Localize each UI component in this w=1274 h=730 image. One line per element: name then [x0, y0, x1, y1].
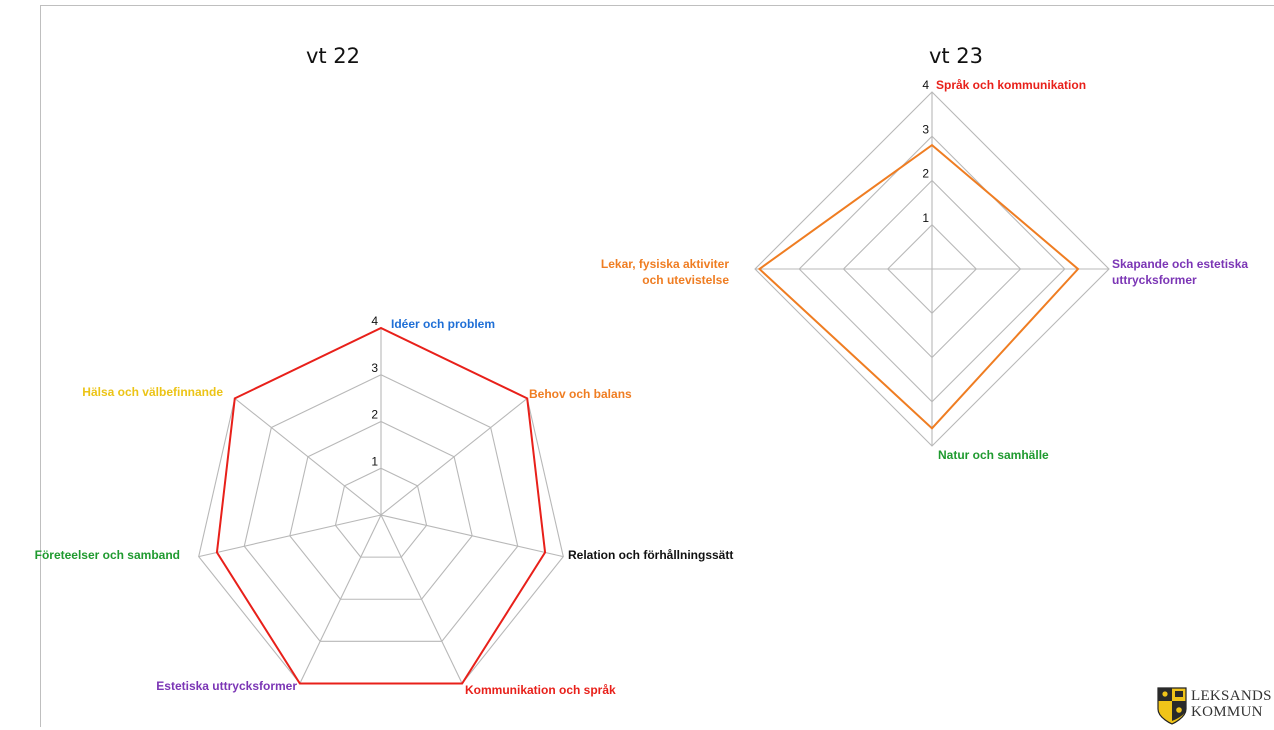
vt22-rtick-4: 4 — [371, 314, 378, 328]
vt23-axis-label-4: Lekar, fysiska aktiviter och utevistelse — [601, 257, 729, 287]
vt22-grid-ring-3 — [243, 374, 519, 642]
vt22-series-line — [215, 326, 547, 685]
vt22-axis-label-6: Företeelser och samband — [35, 548, 180, 562]
logo-line-2: KOMMUN — [1191, 704, 1263, 720]
vt22-spoke-5 — [299, 514, 382, 684]
vt23-series-line — [757, 143, 1080, 430]
vt22-spoke-3 — [380, 514, 564, 558]
vt22-axis-label-4: Kommunikation och språk — [465, 683, 616, 697]
vt23-chart-title: vt 23 — [929, 44, 983, 68]
vt22-axis-label-3: Relation och förhållningssätt — [568, 548, 733, 562]
vt22-spoke-6 — [198, 514, 382, 558]
vt22-spoke-2 — [380, 397, 528, 516]
vt22-axis-label-7: Hälsa och välbefinnande — [82, 385, 223, 399]
slide-frame — [40, 5, 1274, 727]
vt23-rtick-4: 4 — [922, 78, 929, 92]
vt22-rtick-3: 3 — [371, 361, 378, 375]
vt22-grid-ring-1 — [334, 467, 428, 558]
vt22-spoke-4 — [380, 514, 463, 684]
vt22-axis-label-2: Behov och balans — [529, 387, 632, 401]
vt22-chart-title: vt 22 — [306, 44, 360, 68]
vt22-grid-ring-2 — [289, 420, 473, 600]
vt22-axis-label-5: Estetiska uttrycksformer — [156, 679, 297, 693]
vt22-rtick-2: 2 — [371, 408, 378, 422]
leksands-kommun-logo: LEKSANDS KOMMUN — [1157, 687, 1272, 727]
vt23-rtick-2: 2 — [922, 167, 929, 181]
logo-text: LEKSANDS KOMMUN — [1191, 688, 1272, 720]
vt23-axis-label-3: Natur och samhälle — [938, 448, 1049, 462]
vt23-axis-label-1: Språk och kommunikation — [936, 78, 1086, 92]
coat-of-arms-icon — [1157, 687, 1187, 725]
vt23-rtick-1: 1 — [922, 211, 929, 225]
vt22-axis-label-1: Idéer och problem — [391, 317, 495, 331]
logo-line-1: LEKSANDS — [1191, 688, 1272, 704]
vt22-rtick-1: 1 — [371, 454, 378, 468]
vt23-rtick-3: 3 — [922, 122, 929, 136]
vt22-spoke-7 — [234, 397, 382, 516]
vt23-axis-label-2: Skapande och estetiska uttrycksformer — [1112, 257, 1248, 287]
